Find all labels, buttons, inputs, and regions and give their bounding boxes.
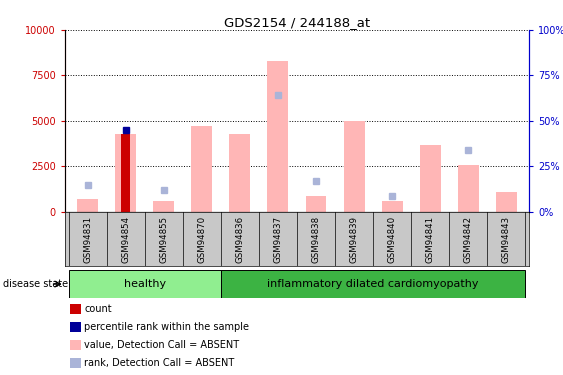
Text: GSM94837: GSM94837 — [274, 216, 283, 263]
Title: GDS2154 / 244188_at: GDS2154 / 244188_at — [224, 16, 370, 29]
Text: GSM94854: GSM94854 — [121, 216, 130, 263]
Bar — [496, 192, 517, 212]
Bar — [382, 201, 403, 212]
Text: disease state: disease state — [3, 279, 68, 289]
Text: rank, Detection Call = ABSENT: rank, Detection Call = ABSENT — [84, 358, 235, 368]
Text: GSM94843: GSM94843 — [502, 216, 511, 263]
Text: value, Detection Call = ABSENT: value, Detection Call = ABSENT — [84, 340, 240, 350]
Bar — [343, 121, 365, 212]
Bar — [115, 134, 136, 212]
Text: GSM94836: GSM94836 — [235, 216, 244, 263]
Text: GSM94838: GSM94838 — [311, 216, 320, 263]
Bar — [153, 201, 174, 212]
Text: healthy: healthy — [124, 279, 166, 289]
Text: GSM94841: GSM94841 — [426, 216, 435, 263]
Text: count: count — [84, 304, 112, 314]
Bar — [191, 126, 212, 212]
Bar — [121, 134, 131, 212]
Text: percentile rank within the sample: percentile rank within the sample — [84, 322, 249, 332]
Text: GSM94840: GSM94840 — [388, 216, 397, 263]
Bar — [420, 145, 441, 212]
Bar — [229, 134, 251, 212]
Bar — [69, 270, 221, 298]
Bar — [267, 61, 288, 212]
Bar — [306, 195, 327, 212]
Text: GSM94839: GSM94839 — [350, 216, 359, 263]
Text: GSM94855: GSM94855 — [159, 216, 168, 263]
Text: GSM94842: GSM94842 — [464, 216, 473, 263]
Bar — [221, 270, 525, 298]
Text: inflammatory dilated cardiomyopathy: inflammatory dilated cardiomyopathy — [267, 279, 479, 289]
Text: GSM94870: GSM94870 — [197, 216, 206, 263]
Text: GSM94831: GSM94831 — [83, 216, 92, 263]
Bar — [77, 199, 98, 212]
Bar — [458, 165, 479, 212]
